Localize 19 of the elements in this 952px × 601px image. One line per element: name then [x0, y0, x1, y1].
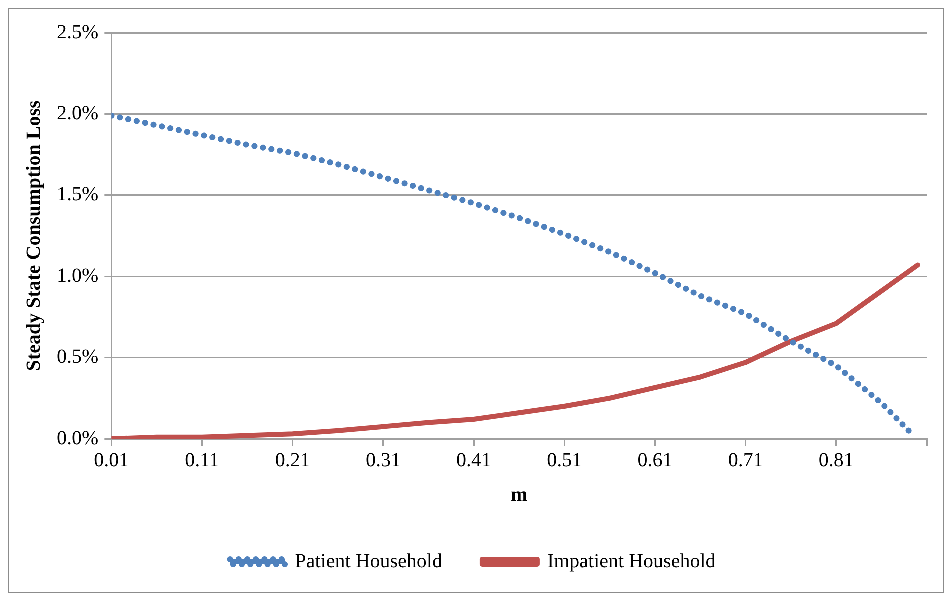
y-tick-label: 1.0% — [56, 264, 99, 287]
x-tick-label: 0.71 — [728, 449, 764, 472]
x-tick-label: 0.61 — [638, 449, 673, 472]
x-tick-label: 0.31 — [366, 449, 401, 472]
y-tick-label: 0.5% — [56, 346, 99, 368]
y-tick-label: 0.0% — [56, 427, 99, 450]
x-tick-label: 0.51 — [547, 449, 582, 472]
y-axis-title: Steady State Consumption Loss — [23, 100, 46, 372]
y-tick-label: 2.0% — [56, 102, 99, 124]
x-tick-label: 0.81 — [818, 449, 854, 472]
y-tick-label: 1.5% — [56, 184, 99, 206]
x-tick-label: 0.41 — [456, 449, 492, 472]
x-tick-label: 0.01 — [94, 449, 130, 472]
x-axis-title: m — [510, 484, 528, 506]
legend-label: Impatient Household — [547, 550, 716, 572]
legend-label: Patient Household — [295, 550, 442, 572]
x-tick-label: 0.11 — [185, 449, 220, 472]
y-tick-label: 2.5% — [56, 21, 99, 44]
x-tick-label: 0.21 — [275, 449, 310, 472]
